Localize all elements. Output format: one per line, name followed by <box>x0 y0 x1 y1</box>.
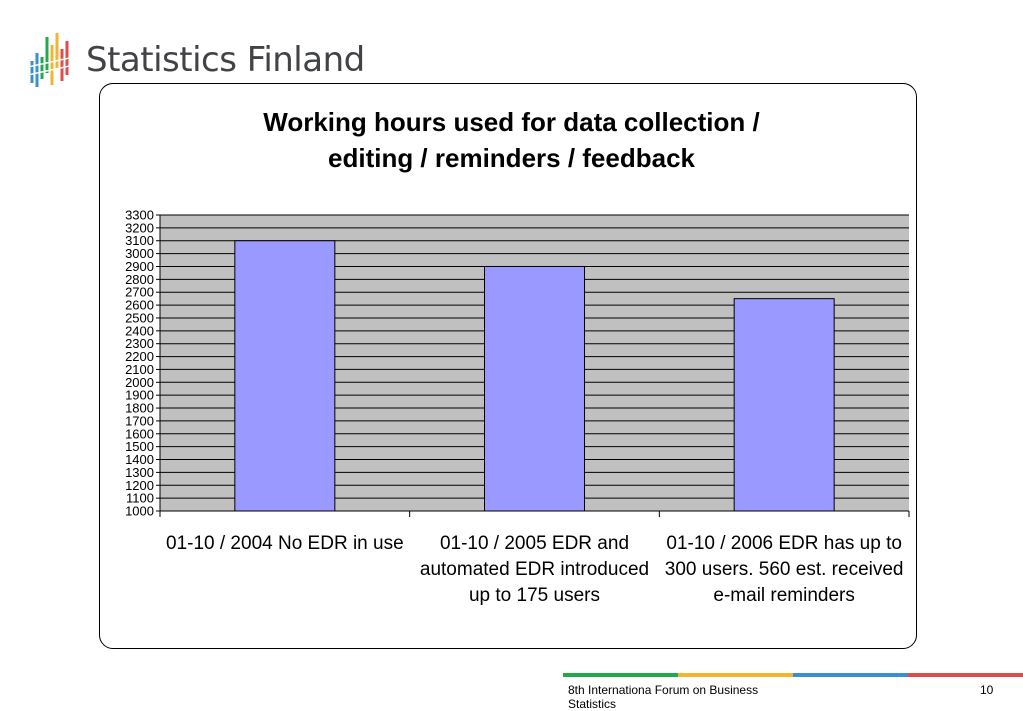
chart-title-line-1: Working hours used for data collection / <box>263 107 760 137</box>
y-tick-label: 2300 <box>125 336 154 351</box>
y-tick-label: 1500 <box>125 439 154 454</box>
y-tick-label: 2900 <box>125 259 154 274</box>
y-tick-label: 1000 <box>125 504 154 519</box>
y-tick-label: 3200 <box>125 220 154 235</box>
y-tick-label: 1700 <box>125 413 154 428</box>
brand-name: Statistics Finland <box>86 40 365 80</box>
chart-title-line-2: editing / reminders / feedback <box>328 143 695 173</box>
y-tick-label: 1300 <box>125 465 154 480</box>
footer-stripe-blue <box>793 673 908 677</box>
footer-text: 8th Internationa Forum on Business Stati… <box>568 683 759 711</box>
brand-logo: Statistics Finland <box>28 30 365 90</box>
y-tick-label: 3000 <box>125 246 154 261</box>
y-tick-label: 2600 <box>125 298 154 313</box>
footer-stripe-green <box>563 673 678 677</box>
statistics-finland-logo-icon <box>28 33 74 87</box>
y-tick-label: 2400 <box>125 323 154 338</box>
y-tick-label: 3300 <box>125 208 154 223</box>
y-tick-label: 1100 <box>126 491 154 506</box>
bar <box>484 265 585 512</box>
y-tick-label: 2500 <box>125 310 154 325</box>
footer-stripe-red <box>908 673 1023 677</box>
y-tick-label: 1800 <box>125 401 154 416</box>
bar <box>733 298 835 512</box>
footer-stripe-yellow <box>678 673 793 677</box>
y-tick-label: 1600 <box>125 426 154 441</box>
y-tick-label: 3100 <box>125 233 154 248</box>
x-tick-label: 01-10 / 2004 No EDR in use <box>166 533 404 554</box>
y-tick-label: 2100 <box>125 362 154 377</box>
y-tick-label: 1400 <box>125 452 154 467</box>
y-tick-label: 2200 <box>125 349 154 364</box>
x-tick-label: 01-10 / 2006 EDR has up to 300 users. 56… <box>664 533 904 606</box>
y-tick-label: 2800 <box>125 272 154 287</box>
y-tick-label: 1900 <box>125 388 154 403</box>
page-number: 10 <box>980 683 994 697</box>
y-tick-label: 2700 <box>125 285 154 300</box>
y-tick-label: 2000 <box>125 375 154 390</box>
bar <box>234 240 336 512</box>
chart-title: Working hours used for data collection /… <box>0 104 1023 176</box>
y-tick-label: 1200 <box>125 478 154 493</box>
x-tick-label: 01-10 / 2005 EDR and automated EDR intro… <box>419 533 650 606</box>
